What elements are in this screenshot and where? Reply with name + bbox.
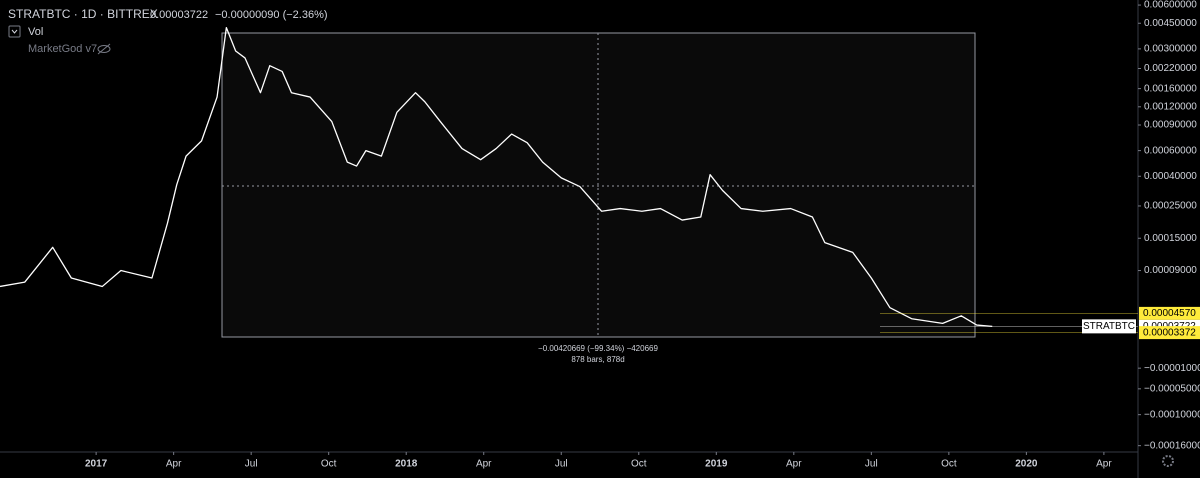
- collapse-icon: [11, 29, 18, 34]
- price-change: −0.00000090 (−2.36%): [215, 9, 328, 21]
- x-tick-label: Oct: [941, 459, 957, 470]
- series-name-box: [1082, 319, 1136, 334]
- y-tick-label: 0.00450000: [1144, 18, 1197, 29]
- measure-span: 878 bars, 878d: [571, 355, 624, 364]
- y-tick-label: 0.00040000: [1144, 171, 1197, 182]
- volume-indicator[interactable]: Vol: [28, 26, 43, 38]
- x-tick-label: 2017: [85, 459, 108, 470]
- x-tick-label: Jul: [865, 459, 878, 470]
- last-price: 0.00003722: [150, 9, 208, 21]
- x-tick-label: Jul: [555, 459, 568, 470]
- x-tick-label: Apr: [476, 459, 492, 470]
- measure-change: −0.00420669 (−99.34%) −420669: [538, 344, 658, 353]
- x-tick-label: Apr: [786, 459, 802, 470]
- price-label: 0.00003372: [1143, 327, 1196, 338]
- y-tick-label: 0.00060000: [1144, 145, 1197, 156]
- collapse-button[interactable]: [8, 25, 21, 38]
- y-tick-label: 0.00600000: [1144, 0, 1197, 11]
- x-tick-label: Jul: [245, 459, 258, 470]
- symbol: STRATBTC · 1D · BITTREX: [8, 7, 158, 21]
- hidden-icon[interactable]: [97, 43, 111, 55]
- x-tick-label: Apr: [166, 459, 182, 470]
- price-label-box: [1139, 306, 1200, 320]
- y-tick-label: 0.00025000: [1144, 201, 1197, 212]
- y2-tick-label: −0.00001000: [1144, 363, 1200, 374]
- indicator-name[interactable]: MarketGod v7: [28, 43, 97, 55]
- settings-button[interactable]: [1162, 455, 1174, 467]
- y2-tick-label: −0.00010000: [1144, 409, 1200, 420]
- price-label-box: [1139, 326, 1200, 340]
- y-tick-label: 0.00220000: [1144, 63, 1197, 74]
- y-tick-label: 0.00009000: [1144, 265, 1197, 276]
- x-tick-label: 2019: [705, 459, 728, 470]
- x-tick-label: Oct: [631, 459, 647, 470]
- y-tick-label: 0.00160000: [1144, 83, 1197, 94]
- y2-tick-label: −0.00016000: [1144, 440, 1200, 451]
- x-tick-label: Apr: [1096, 459, 1112, 470]
- y-tick-label: 0.00300000: [1144, 44, 1197, 55]
- price-label: 0.00004570: [1143, 308, 1196, 319]
- y-tick-label: 0.00015000: [1144, 233, 1197, 244]
- x-tick-label: 2020: [1015, 459, 1038, 470]
- x-tick-label: 2018: [395, 459, 418, 470]
- y-tick-label: 0.00120000: [1144, 101, 1197, 112]
- y2-tick-label: −0.00005000: [1144, 383, 1200, 394]
- y-tick-label: 0.00090000: [1144, 120, 1197, 131]
- series-name: STRATBTC: [1083, 321, 1135, 332]
- price-line: [0, 26, 993, 328]
- x-tick-label: Oct: [321, 459, 337, 470]
